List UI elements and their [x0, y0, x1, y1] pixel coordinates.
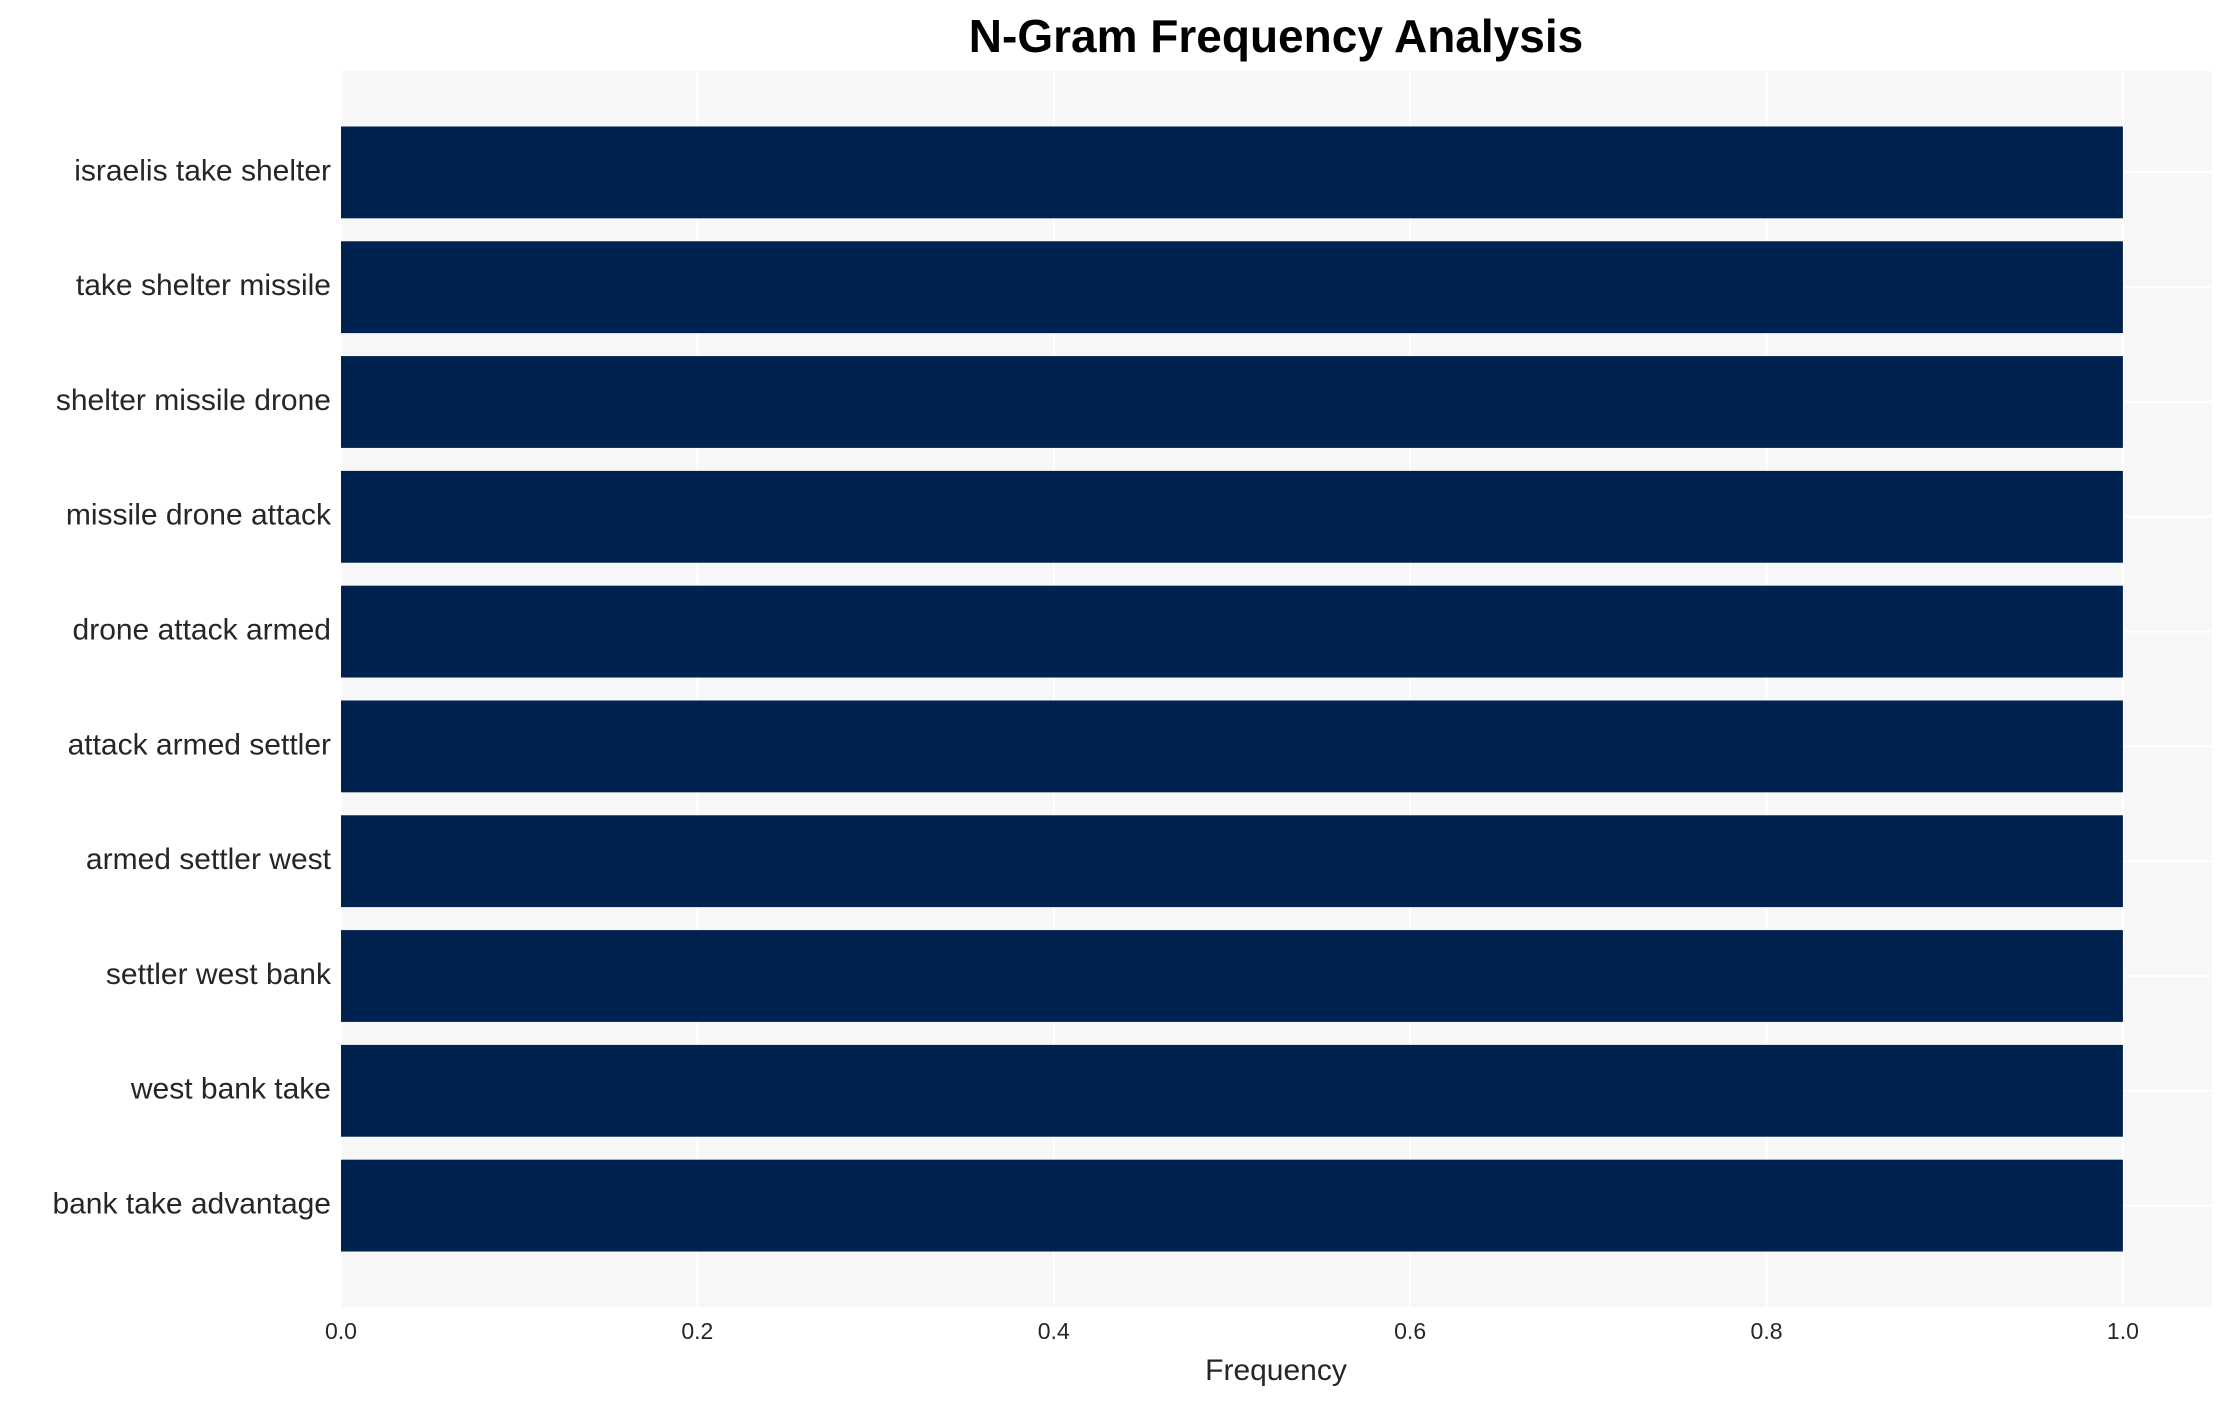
x-tick-label: 0.0 [325, 1318, 357, 1344]
bar [341, 241, 2123, 334]
bar [341, 1159, 2123, 1252]
chart-title: N-Gram Frequency Analysis [969, 10, 1583, 62]
bar [341, 930, 2123, 1022]
x-tick-label: 0.6 [1394, 1318, 1426, 1344]
bar [341, 1044, 2123, 1137]
y-tick-label: west bank take [130, 1073, 331, 1106]
y-tick-label: israelis take shelter [74, 154, 331, 187]
y-tick-label: missile drone attack [66, 499, 332, 532]
y-tick-label: bank take advantage [52, 1188, 331, 1221]
bar [341, 585, 2123, 678]
x-tick-label: 0.2 [681, 1318, 713, 1344]
y-tick-label: drone attack armed [73, 614, 331, 647]
x-tick-label: 0.4 [1038, 1318, 1070, 1344]
y-tick-label: settler west bank [106, 958, 332, 991]
bar [341, 815, 2123, 908]
y-tick-label: take shelter missile [76, 269, 331, 302]
bar [341, 470, 2123, 563]
bar [341, 700, 2123, 793]
y-tick-label: armed settler west [86, 843, 332, 876]
x-axis-label: Frequency [1205, 1354, 1347, 1387]
x-tick-label: 1.0 [2107, 1318, 2139, 1344]
bar [341, 126, 2123, 219]
bar [341, 356, 2123, 448]
y-tick-label: shelter missile drone [56, 384, 331, 417]
x-tick-label: 0.8 [1751, 1318, 1783, 1344]
y-tick-label: attack armed settler [68, 728, 331, 761]
